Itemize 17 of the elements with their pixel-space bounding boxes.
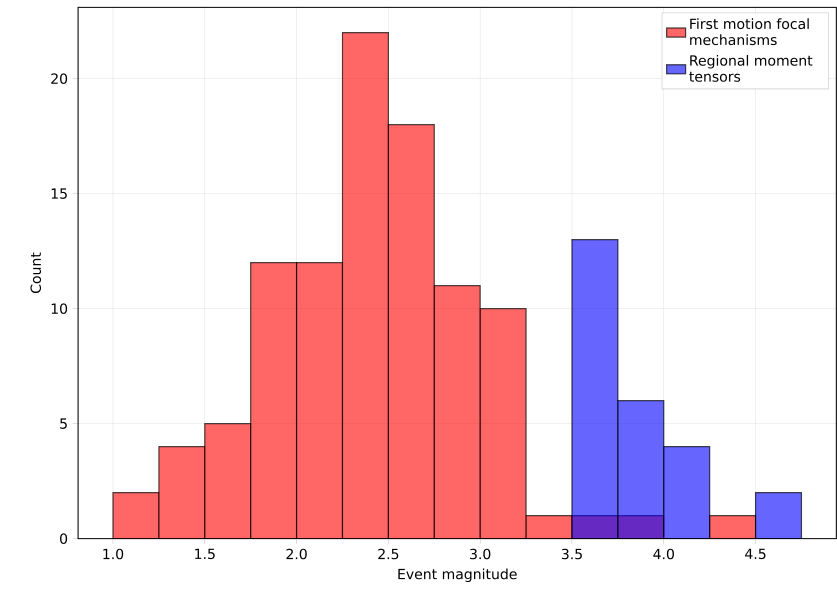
- x-tick-label: 4.0: [653, 548, 674, 560]
- x-tick-label: 3.5: [562, 548, 582, 560]
- x-tick-label: 1.0: [103, 548, 124, 560]
- y-tick-label: 20: [51, 73, 68, 84]
- x-tick-label: 2.0: [286, 548, 307, 560]
- y-axis-title: Count: [30, 252, 42, 293]
- y-tick-label: 10: [52, 303, 68, 314]
- x-tick-label: 2.5: [378, 548, 398, 560]
- x-axis-title: Event magnitude: [398, 568, 517, 582]
- y-tick-label: 5: [60, 418, 67, 429]
- legend-label: First motion focal mechanisms: [690, 18, 809, 45]
- y-tick-label: 15: [52, 188, 67, 199]
- legend-label: Regional moment tensors: [689, 54, 812, 82]
- y-tick-label: 0: [60, 533, 68, 544]
- x-tick-label: 3.0: [470, 548, 490, 560]
- x-tick-label: 4.5: [745, 548, 766, 559]
- x-tick-label: 1.5: [195, 548, 215, 559]
